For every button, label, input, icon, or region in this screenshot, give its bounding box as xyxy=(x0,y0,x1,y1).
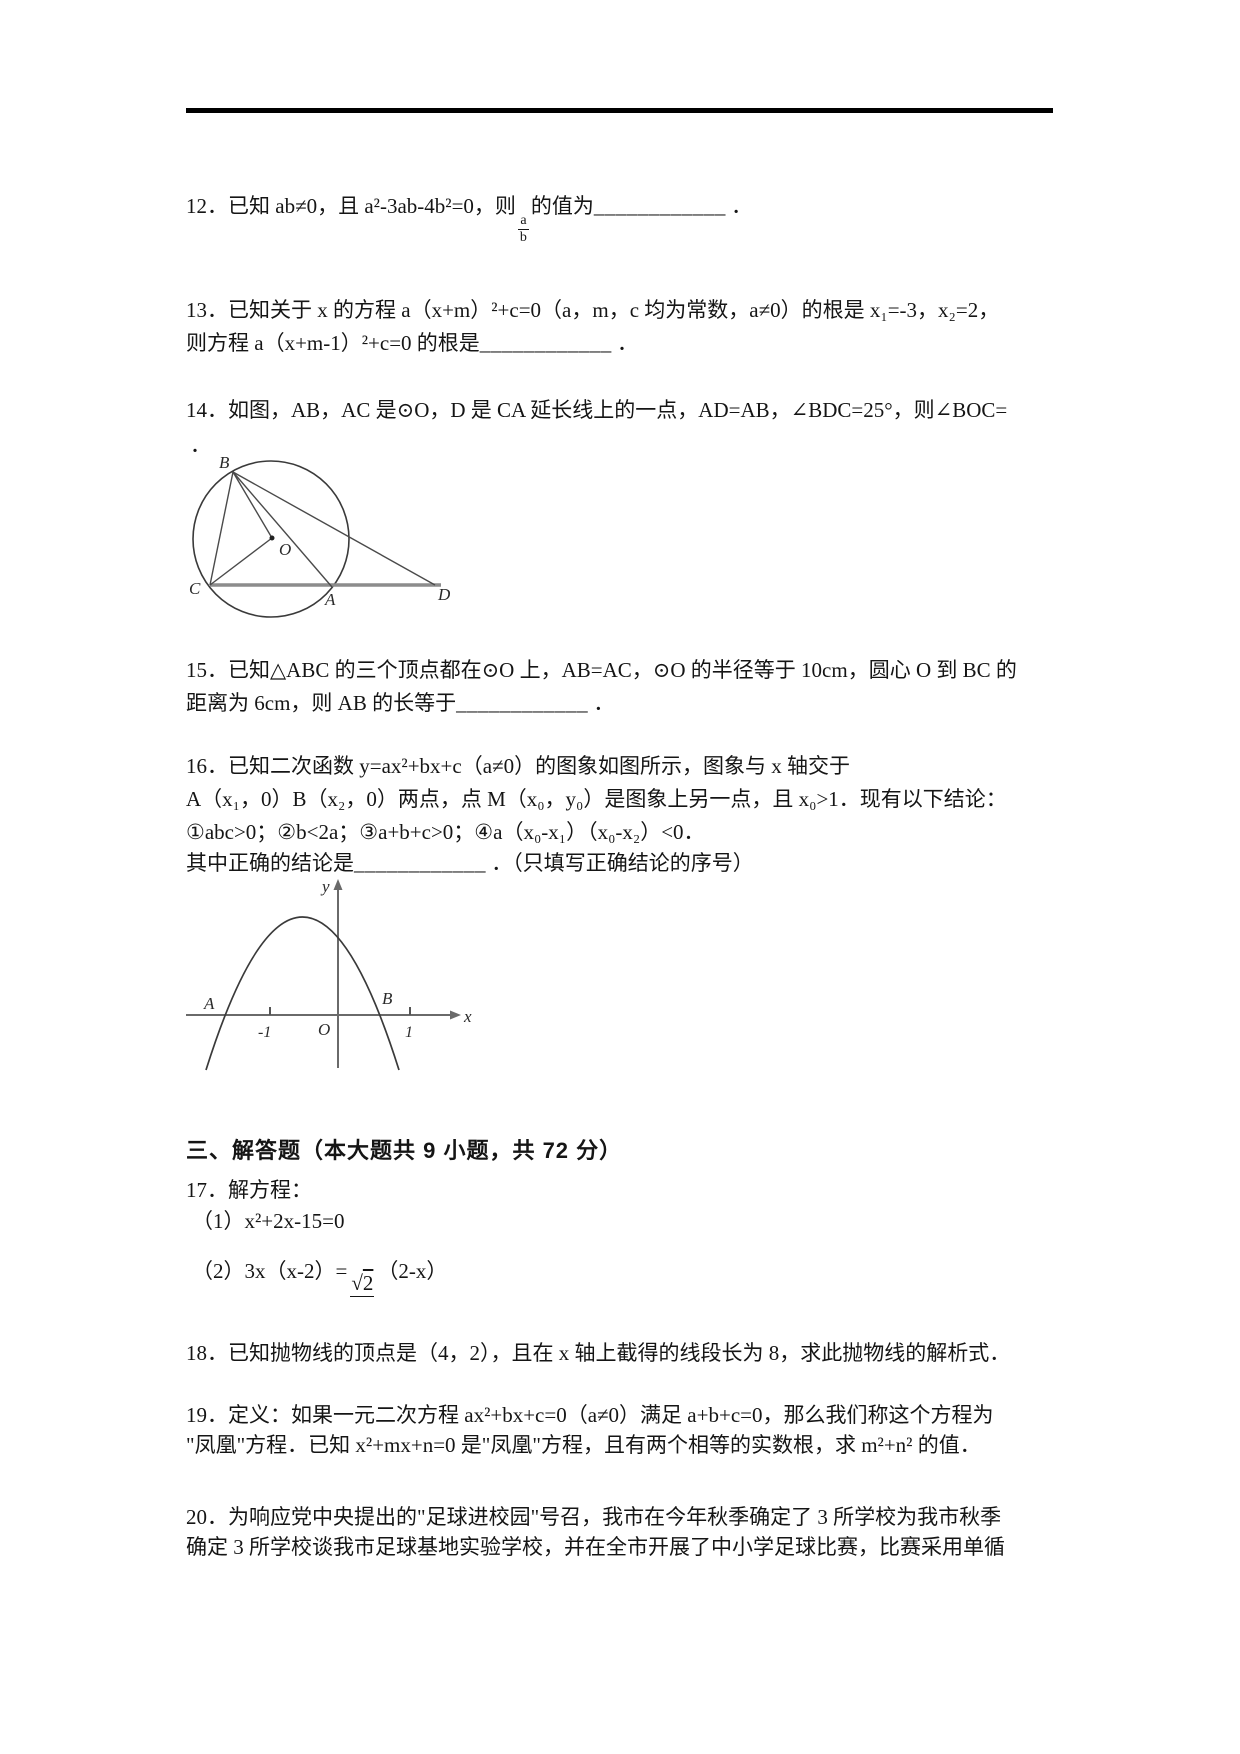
q13-period: ． xyxy=(611,331,639,355)
q20-text-1: 20．为响应党中央提出的"足球进校园"号召，我市在今年秋季确定了 3 所学校为我… xyxy=(186,1505,1002,1529)
point-label-a: A xyxy=(324,590,336,609)
q16-text-1: 16．已知二次函数 y=ax²+bx+c（a≠0）的图象如图所示，图象与 x 轴… xyxy=(186,754,851,778)
q16-text-4: 其中正确的结论是 xyxy=(186,851,354,875)
q13-answer-blank: ____________ xyxy=(479,331,612,355)
question-17-part-1: （1）x²+2x-15=0 xyxy=(192,1208,344,1234)
question-16-line-3: ①abc>0；②b<2a；③a+b+c>0；④a（x₀-x₁）（x₀-x₂）<0… xyxy=(186,819,705,845)
q17-equation-2-post: （2-x） xyxy=(377,1259,448,1283)
question-15-line-1: 15．已知△ABC 的三个顶点都在⊙O 上，AB=AC，⊙O 的半径等于 10c… xyxy=(186,657,1017,683)
sqrt-2-expression: √2 xyxy=(350,1270,375,1297)
parabola-figure: y x O A B -1 1 xyxy=(186,877,472,1071)
line-o-to-c xyxy=(209,537,273,586)
radical-sign: √ xyxy=(351,1271,363,1295)
question-19-line-1: 19．定义：如果一元二次方程 ax²+bx+c=0（a≠0）满足 a+b+c=0… xyxy=(186,1402,993,1428)
q12-text: 12．已知 ab≠0，且 a²-3ab-4b²=0，则 xyxy=(186,194,516,218)
section-3-heading: 三、解答题（本大题共 9 小题，共 72 分） xyxy=(186,1138,622,1164)
tick-label-minus-1: -1 xyxy=(258,1024,271,1041)
question-13-line-1: 13．已知关于 x 的方程 a（x+m）²+c=0（a，m，c 均为常数，a≠0… xyxy=(186,297,999,323)
root-label-a: A xyxy=(203,994,215,1013)
question-15-line-2: 距离为 6cm，则 AB 的长等于____________ ． xyxy=(186,690,614,716)
point-label-b: B xyxy=(219,453,230,472)
q20-text-2: 确定 3 所学校谈我市足球基地实验学校，并在全市开展了中小学足球比赛，比赛采用单… xyxy=(186,1535,1005,1559)
question-13-line-2: 则方程 a（x+m-1）²+c=0 的根是____________ ． xyxy=(186,330,638,356)
q13-text-1: 13．已知关于 x 的方程 a（x+m）²+c=0（a，m，c 均为常数，a≠0… xyxy=(186,298,1000,322)
q19-text-1: 19．定义：如果一元二次方程 ax²+bx+c=0（a≠0）满足 a+b+c=0… xyxy=(186,1403,994,1427)
q19-text-2: "凤凰"方程．已知 x²+mx+n=0 是"凤凰"方程，且有两个相等的实数根，求… xyxy=(186,1433,981,1457)
question-16-line-1: 16．已知二次函数 y=ax²+bx+c（a≠0）的图象如图所示，图象与 x 轴… xyxy=(186,753,850,779)
question-17-part-2: （2）3x（x-2）= √2 （2-x） xyxy=(192,1258,448,1297)
center-o-dot xyxy=(269,535,275,541)
q15-answer-blank: ____________ xyxy=(456,691,589,715)
line-b-to-o xyxy=(232,471,273,539)
point-label-o: O xyxy=(279,540,291,559)
line-b-to-a xyxy=(232,471,333,588)
y-axis-arrow-icon xyxy=(333,879,343,890)
question-19-line-2: "凤凰"方程．已知 x²+mx+n=0 是"凤凰"方程，且有两个相等的实数根，求… xyxy=(186,1432,981,1458)
question-20-line-2: 确定 3 所学校谈我市足球基地实验学校，并在全市开展了中小学足球比赛，比赛采用单… xyxy=(186,1534,1005,1560)
point-label-c: C xyxy=(189,579,201,598)
circle-figure: B C A D O xyxy=(189,453,451,618)
q17-equation-2-pre: （2）3x（x-2）= xyxy=(192,1259,348,1283)
divider-rule xyxy=(186,108,1053,113)
question-12: 12．已知 ab≠0，且 a²-3ab-4b²=0，则 a b 的值为________… xyxy=(186,193,752,246)
q18-text: 18．已知抛物线的顶点是（4，2），且在 x 轴上截得的线段长为 8，求此抛物线… xyxy=(186,1341,1011,1365)
line-b-to-d xyxy=(232,471,436,586)
q12-text-post: 的值为 xyxy=(530,194,594,218)
q14-text-1: 14．如图，AB，AC 是⊙O，D 是 CA 延长线上的一点，AD=AB，∠BD… xyxy=(186,398,1008,422)
question-14-line-2: ． xyxy=(190,432,211,458)
q14-period: ． xyxy=(190,433,211,457)
line-b-to-c xyxy=(209,471,234,586)
axis-label-y: y xyxy=(320,877,330,896)
q13-text-2: 则方程 a（x+m-1）²+c=0 的根是 xyxy=(186,331,480,355)
fraction-numerator: a xyxy=(518,213,529,231)
parabola-curve xyxy=(205,916,400,1071)
question-16-line-2: A（x₁，0）B（x₂，0）两点，点 M（x₀，y₀）是图象上另一点，且 x₀>… xyxy=(186,786,1007,812)
tick-label-plus-1: 1 xyxy=(405,1024,413,1041)
q15-text-1: 15．已知△ABC 的三个顶点都在⊙O 上，AB=AC，⊙O 的半径等于 10c… xyxy=(186,658,1017,682)
x-axis-arrow-icon xyxy=(450,1010,461,1020)
section-3-heading-text: 三、解答题（本大题共 9 小题，共 72 分） xyxy=(186,1138,623,1163)
circle-o xyxy=(192,460,350,618)
q15-text-2: 距离为 6cm，则 AB 的长等于 xyxy=(186,691,457,715)
question-14-line-1: 14．如图，AB，AC 是⊙O，D 是 CA 延长线上的一点，AD=AB，∠BD… xyxy=(186,397,1007,423)
fraction-denominator: b xyxy=(519,230,527,246)
q12-answer-blank: ____________ xyxy=(593,194,726,218)
q16-answer-blank: ____________ xyxy=(354,851,486,875)
q16-text-4-post: ．（只填写正确结论的序号） xyxy=(486,851,754,875)
axis-label-x: x xyxy=(463,1007,472,1026)
q16-text-2: A（x₁，0）B（x₂，0）两点，点 M（x₀，y₀）是图象上另一点，且 x₀>… xyxy=(186,787,1007,811)
q16-text-3: ①abc>0；②b<2a；③a+b+c>0；④a（x₀-x₁）（x₀-x₂）<0… xyxy=(186,820,705,844)
question-20-line-1: 20．为响应党中央提出的"足球进校园"号召，我市在今年秋季确定了 3 所学校为我… xyxy=(186,1504,1001,1530)
question-18: 18．已知抛物线的顶点是（4，2），且在 x 轴上截得的线段长为 8，求此抛物线… xyxy=(186,1340,1010,1366)
root-label-b: B xyxy=(382,989,393,1008)
radicand: 2 xyxy=(362,1271,374,1295)
question-17-head: 17．解方程： xyxy=(186,1177,312,1203)
origin-label: O xyxy=(318,1020,330,1039)
q17-text-head: 17．解方程： xyxy=(186,1178,312,1202)
q12-period: ． xyxy=(725,194,753,218)
point-label-d: D xyxy=(437,585,451,604)
q15-period: ． xyxy=(588,691,615,715)
q17-equation-1: （1）x²+2x-15=0 xyxy=(192,1209,345,1233)
question-16-line-4: 其中正确的结论是____________ ．（只填写正确结论的序号） xyxy=(186,850,754,876)
